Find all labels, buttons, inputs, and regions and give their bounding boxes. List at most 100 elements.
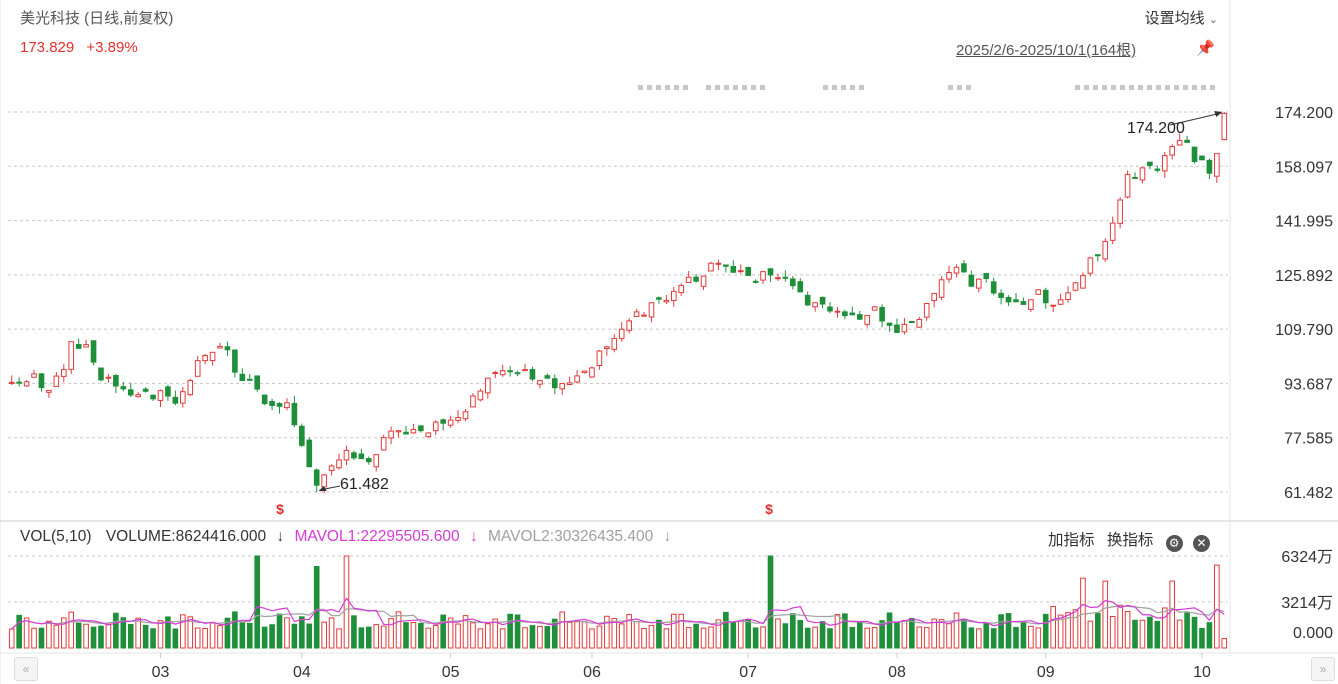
ma-settings-button[interactable]: 设置均线 ⌄ [1145,7,1218,28]
event-dot [1147,85,1152,90]
volume-bar [492,618,499,649]
candle [120,386,127,390]
event-dot [638,85,643,90]
volume-bar [544,626,551,649]
candle [31,373,37,378]
event-dot [724,85,729,90]
volume-bar [418,622,424,649]
gear-icon[interactable]: ⚙ [1165,535,1183,552]
candle [499,370,506,376]
candle [254,375,261,390]
volume-bar [797,620,804,649]
candle [38,373,45,389]
volume-bar [1184,612,1190,649]
price-tick-label: 109.790 [1275,322,1333,339]
event-dot [832,85,837,90]
volume-bar [812,626,818,649]
volume-bar [1206,622,1213,649]
volume-bar [790,613,796,649]
candle [812,302,818,308]
event-dot [841,85,846,90]
candle [685,276,692,283]
candle [663,299,670,303]
candle [380,437,387,451]
pin-icon[interactable]: 📌 [1196,40,1215,57]
candle [1124,173,1131,198]
volume-bar [923,627,930,649]
volume-bar [961,619,967,649]
candle [626,320,632,331]
last-price: 173.829 [20,39,75,56]
event-dot [647,85,652,90]
event-dot [1183,85,1188,90]
volume-bar [618,623,625,649]
volume-bar [745,619,751,649]
volume-bar [254,555,261,649]
volume-bar [365,626,372,649]
volume-bar [879,620,885,649]
down-arrow-icon: ↓ [469,528,478,545]
candle [604,346,610,349]
volume-bar [470,622,476,649]
event-dot [665,85,670,90]
switch-indicator-button[interactable]: 换指标 [1106,532,1154,549]
month-label: 05 [442,664,460,681]
volume-bar [559,611,566,649]
candle [1139,167,1146,181]
volume-bar [946,623,952,649]
candle [648,302,655,318]
candle [775,277,781,280]
volume-bar [894,621,900,649]
candle [261,394,268,405]
volume-bar [1191,616,1198,649]
close-icon[interactable]: ✕ [1192,535,1210,552]
candle [737,270,744,273]
candle [1065,292,1071,300]
candle [909,321,915,324]
volume-bar [1161,607,1168,649]
volume-bar [209,622,216,649]
candle [1154,168,1161,171]
price-tick-label: 77.585 [1284,431,1333,448]
candle [678,285,685,294]
candle [1095,254,1101,257]
candle [46,389,52,393]
candle [365,458,372,463]
volume-bar [626,614,632,649]
volume-bar [1117,604,1123,649]
candle [16,381,22,384]
volume-bar [730,621,737,649]
candle [343,449,350,461]
candle [470,395,476,408]
candle [938,279,945,298]
volume-bar [998,614,1004,649]
volume-tick-label: 6324万 [1281,549,1333,566]
candle [894,324,900,333]
scroll-right-button[interactable]: » [1311,657,1335,681]
candle [566,382,573,386]
volume-bar [782,623,789,649]
candle [194,360,201,377]
volume-bar [1169,580,1176,649]
candle [871,306,878,311]
candle [596,350,603,367]
event-dot [751,85,756,90]
down-arrow-icon: ↓ [276,528,285,545]
vol-label: VOL(5,10) [20,528,92,545]
volume-bar [916,626,923,649]
candle [633,311,640,317]
volume-bar [165,616,171,649]
candle [946,272,952,280]
scroll-left-button[interactable]: « [14,657,38,681]
volume-bar [968,627,975,649]
add-indicator-button[interactable]: 加指标 [1048,532,1095,549]
volume-bar [1072,609,1079,649]
date-range[interactable]: 2025/2/6-2025/10/1(164根) [956,42,1137,59]
volume-bar [1057,614,1064,649]
event-dot [760,85,765,90]
event-dot [1192,85,1197,90]
candle [1176,139,1183,146]
volume-tick-label: 3214万 [1281,595,1333,612]
volume-bar [388,618,394,649]
